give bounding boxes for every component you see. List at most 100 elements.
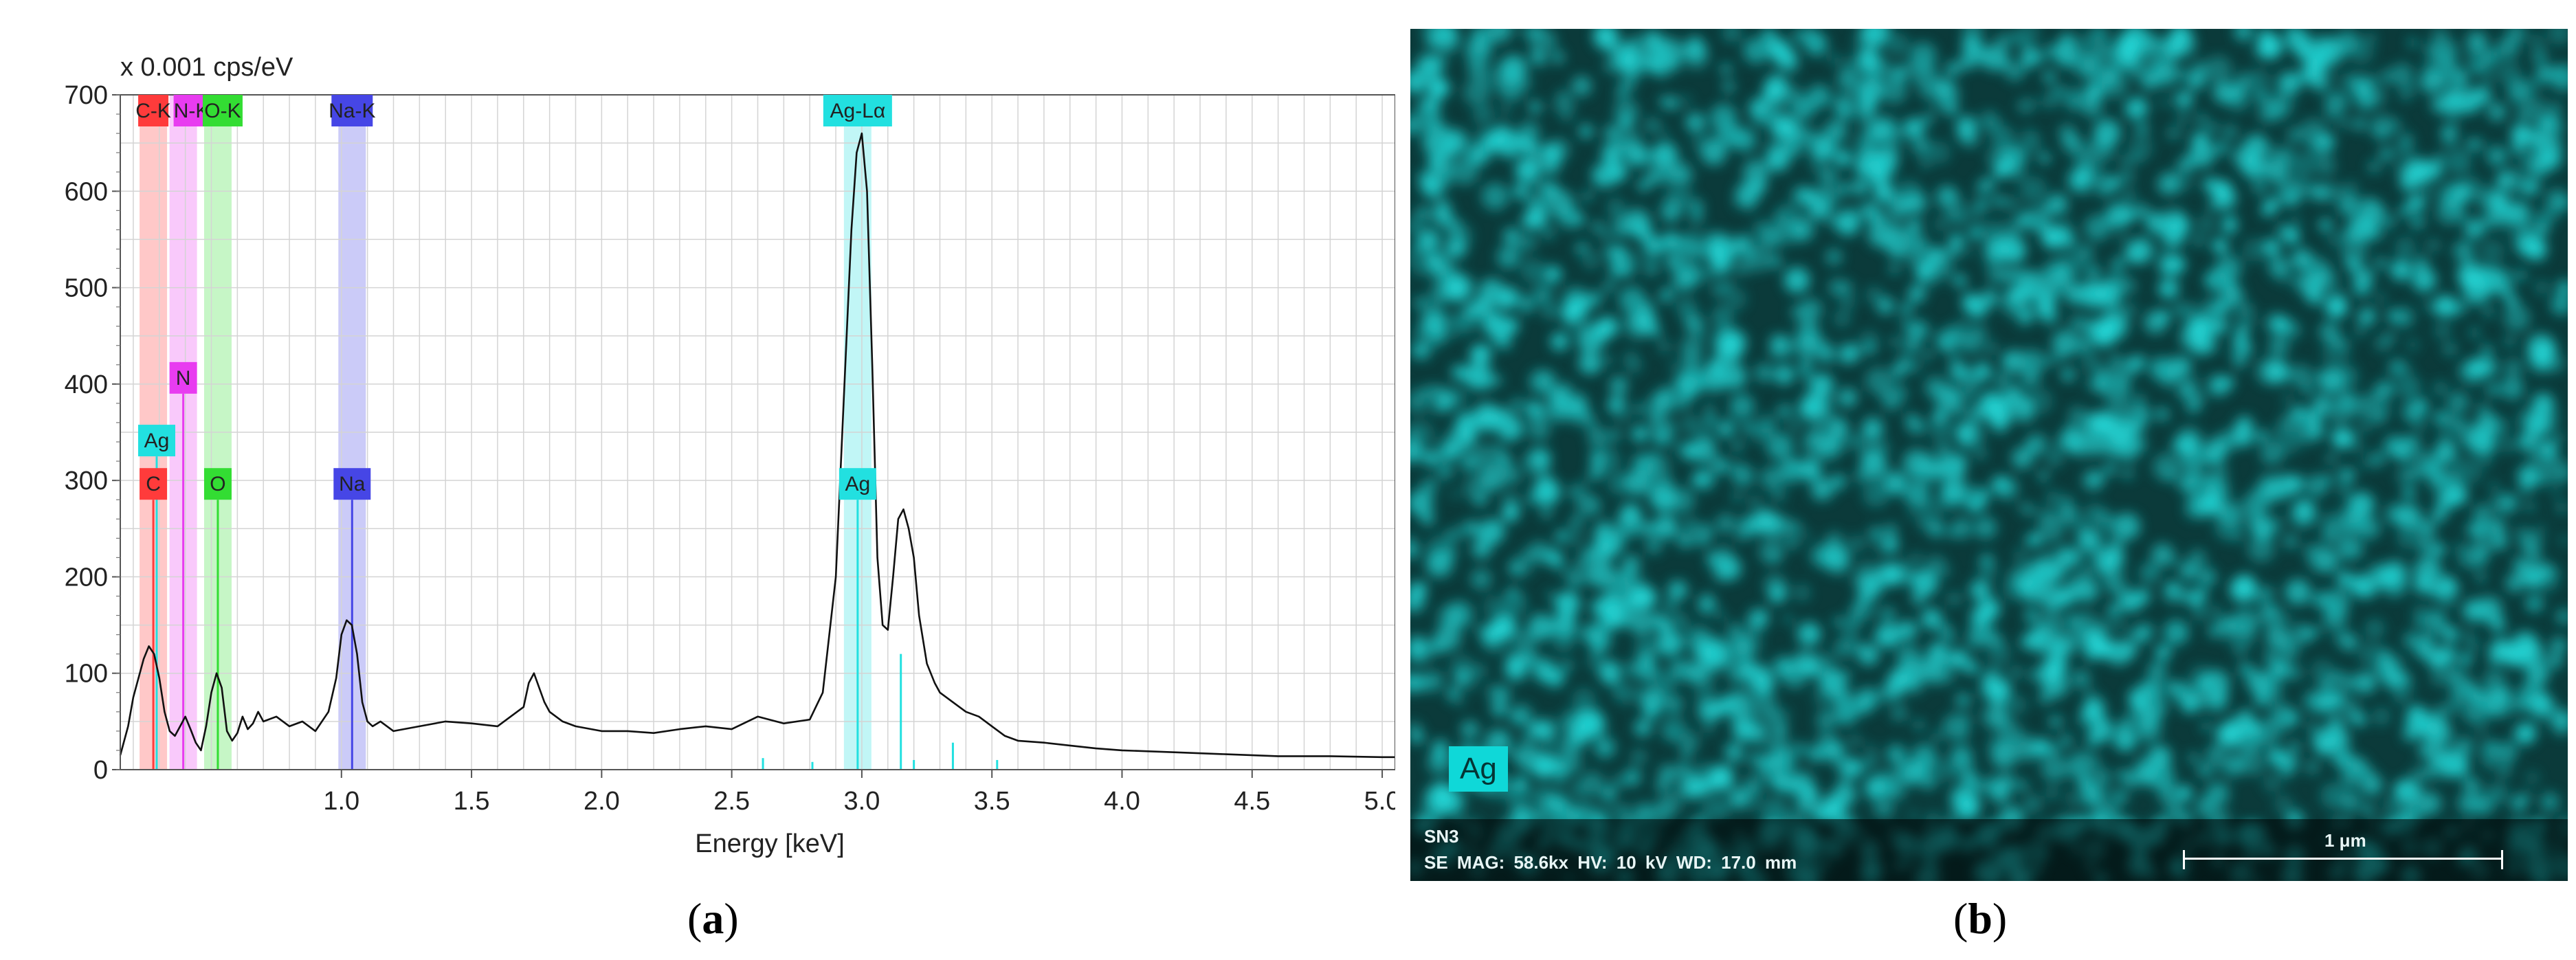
spectrum-point <box>679 728 680 730</box>
spectrum-point <box>419 726 421 727</box>
spectrum-point <box>143 658 144 660</box>
spectrum-point <box>882 624 884 626</box>
spectrum-point <box>528 682 530 684</box>
element-top-label-4: Ag-Lα <box>830 100 886 122</box>
element-top-label-0: C-K <box>135 100 171 122</box>
element-line-label-2: N <box>176 367 191 390</box>
spectrum-point <box>335 677 337 679</box>
spectrum-point <box>133 696 134 698</box>
element-line-box-0 <box>140 468 168 500</box>
panel-label-b: (b) <box>1953 894 2008 943</box>
spectrum-point <box>174 735 176 737</box>
spectrum-point <box>892 576 894 578</box>
spectrum-point <box>247 728 249 730</box>
spectrum-point <box>276 716 277 717</box>
spectrum-point <box>871 364 873 366</box>
spectrum-point <box>190 728 192 730</box>
element-line-label-3: O <box>210 473 225 495</box>
spectrum-point <box>939 691 941 693</box>
map-element-badge: Ag <box>1449 746 1508 792</box>
spectrum-point <box>471 722 472 724</box>
element-lines <box>152 393 999 770</box>
spectrum-point <box>302 721 303 722</box>
spectrum-point <box>887 629 889 631</box>
panel-label-a: (a) <box>687 894 739 943</box>
spectrum-point <box>991 726 993 727</box>
spectrum-point <box>522 706 524 708</box>
spectrum-point <box>1381 756 1383 758</box>
spectrum-point <box>289 726 290 727</box>
spectrum-point <box>533 672 535 674</box>
spectrum-point <box>544 702 545 703</box>
spectrum-point <box>562 721 564 722</box>
x-tick-label-2: 2.0 <box>584 787 620 816</box>
y-tick-label-5: 500 <box>65 274 108 303</box>
spectrum-point <box>952 702 954 703</box>
element-top-box-0 <box>138 95 169 126</box>
spectrum-point <box>731 728 733 730</box>
spectrum-point <box>926 662 928 665</box>
plot-frame <box>120 94 1395 770</box>
spectrum-point <box>379 721 381 722</box>
spectrum-point <box>809 719 811 720</box>
spectrum-point <box>231 740 233 741</box>
element-line-box-5 <box>839 468 876 500</box>
spectrum-series <box>119 132 1395 759</box>
spectrum-point <box>1004 735 1006 737</box>
spectrum-point <box>757 716 759 717</box>
x-tick-label-1: 1.5 <box>454 787 490 816</box>
spectrum-point <box>510 716 511 717</box>
element-line-label-4: Na <box>339 473 366 495</box>
spectrum-point <box>184 716 186 717</box>
spectrum-point <box>351 624 353 626</box>
spectrum-point <box>242 716 243 717</box>
spectrum-point <box>226 730 228 732</box>
y-tick-label-3: 300 <box>65 467 108 495</box>
spectrum-point <box>843 403 845 404</box>
spectrum-point <box>137 677 140 679</box>
spectrum-point <box>356 653 358 655</box>
spectrum-point <box>861 133 863 134</box>
spectrum-point <box>978 716 980 717</box>
map-sample-name: SN3 <box>1424 826 1459 847</box>
element-line-box-1 <box>138 425 175 457</box>
spectrum-point <box>898 518 899 520</box>
eds-spectrum-chart: 0 100 200 300 400 500 600 700 1.0 1.5 2.0 2.5 3.0 3.5… <box>65 53 1395 858</box>
spectrum-point <box>445 721 447 722</box>
panel-b-letter: b <box>1968 894 1992 943</box>
element-top-label-2: O-K <box>204 100 241 122</box>
spectrum-point <box>704 726 707 727</box>
spectrum-point <box>1173 751 1175 753</box>
axes: 0 100 200 300 400 500 600 700 1.0 1.5 2.0 2.5 3.0 3.5… <box>65 81 1395 816</box>
map-acquisition-info: SE MAG: 58.6kx HV: 10 kV WD: 17.0 mm <box>1424 852 1797 873</box>
y-tick-label-4: 400 <box>65 370 108 399</box>
spectrum-point <box>866 190 868 192</box>
element-line-label-1: Ag <box>144 429 170 452</box>
spectrum-point <box>548 711 551 713</box>
map-scale-bar <box>2183 850 2503 869</box>
spectrum-point <box>1121 750 1123 751</box>
y-tick-label-6: 600 <box>65 177 108 206</box>
spectrum-point <box>902 509 904 511</box>
x-tick-label-8: 5.0 <box>1364 787 1395 816</box>
spectrum-point <box>315 730 316 732</box>
spectrum-point <box>210 691 212 693</box>
element-line-box-4 <box>333 468 371 500</box>
element-top-box-3 <box>331 95 373 126</box>
spectrum-point <box>538 686 540 689</box>
element-top-label-3: Na-K <box>329 100 375 122</box>
spectrum-point <box>913 557 915 559</box>
y-tick-label-0: 0 <box>93 756 108 785</box>
spectrum-point <box>328 711 329 713</box>
spectrum-point <box>876 557 878 559</box>
spectrum-point <box>340 634 342 636</box>
x-tick-label-5: 3.5 <box>974 787 1010 816</box>
spectrum-point <box>601 730 603 732</box>
spectrum-point <box>366 721 368 722</box>
spectrum-point <box>346 619 348 621</box>
ag-element-map: Ag SN3 SE MAG: 58.6kx HV: 10 kV WD: 17.0… <box>1410 29 2568 881</box>
x-tick-label-6: 4.0 <box>1104 787 1140 816</box>
grid <box>120 94 1395 770</box>
spectrum-point <box>850 229 852 231</box>
spectrum-point <box>1095 748 1097 749</box>
